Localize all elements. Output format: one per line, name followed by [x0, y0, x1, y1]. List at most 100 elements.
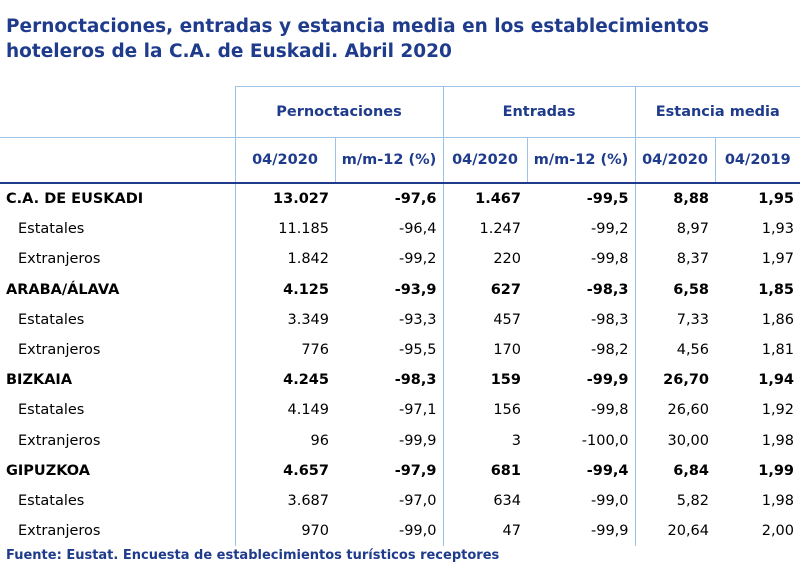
cell: 1,92 [761, 402, 795, 419]
cell: 627 [442, 274, 527, 305]
cell: 47 [442, 516, 527, 547]
table-row: GIPUZKOA 4.657 -97,9 681 -99,4 6,84 1,99 [0, 455, 800, 486]
cell: 170 [442, 334, 527, 366]
table-row: Extranjeros 776 -95,5 170 -98,2 4,56 1,81 [0, 334, 800, 366]
cell: 13.027 [234, 183, 335, 215]
cell: 1,86 [761, 311, 795, 328]
cell: -99,0 [398, 523, 437, 540]
table-row: Extranjeros 1.842 -99,2 220 -99,8 8,37 1,97 [0, 244, 800, 275]
cell: -95,5 [398, 342, 437, 359]
table-row: Estatales 11.185 -96,4 1.247 -99,2 8,97 1,93 [0, 214, 800, 245]
cell: -99,9 [590, 523, 629, 540]
table-body: C.A. DE EUSKADI 13.027 -97,6 1.467 -99,5 8,88… [0, 183, 800, 547]
cell: 30,00 [634, 425, 716, 456]
cell: 457 [442, 304, 527, 335]
cell: 4.657 [234, 455, 335, 486]
column-header: 04/2020 [442, 137, 527, 184]
header-row: Pernoctaciones Entradas Estancia media [0, 86, 800, 138]
cell: 6,58 [634, 274, 716, 305]
cell: 3.349 [234, 304, 335, 335]
subheader-row: 04/2020 m/m-12 (%) 04/2020 m/m-12 (%) 04/202… [0, 137, 800, 184]
cell: 681 [442, 455, 527, 486]
table-row: Estatales 3.349 -93,3 457 -98,3 7,33 1,86 [0, 304, 800, 335]
cell: -98,2 [590, 342, 629, 359]
row-label: Extranjeros [18, 432, 101, 449]
column-header: 04/2019 [714, 137, 800, 184]
cell: 6,84 [634, 455, 716, 486]
cell: 4.125 [234, 274, 335, 305]
table-row: Estatales 3.687 -97,0 634 -99,0 5,82 1,98 [0, 485, 800, 517]
cell: 26,70 [634, 365, 716, 396]
row-label: Estatales [18, 311, 85, 328]
table-row: Estatales 4.149 -97,1 156 -99,8 26,60 1,92 [0, 395, 800, 426]
row-label: Estatales [18, 402, 85, 419]
table-row: BIZKAIA 4.245 -98,3 159 -99,9 26,70 1,94 [0, 365, 800, 396]
cell: -93,3 [398, 311, 437, 328]
cell: -99,5 [586, 191, 629, 208]
group-header: Estancia media [634, 86, 800, 138]
cell: -99,0 [590, 492, 629, 509]
row-label: Extranjeros [18, 251, 101, 268]
column-header: m/m-12 (%) [526, 137, 636, 184]
cell: 1,98 [761, 432, 795, 449]
row-label: C.A. DE EUSKADI [6, 191, 144, 208]
table-row: ARABA/ÁLAVA 4.125 -93,9 627 -98,3 6,58 1,85 [0, 274, 800, 305]
cell: 7,33 [634, 304, 716, 335]
cell: -97,1 [398, 402, 437, 419]
cell: -98,3 [586, 281, 629, 298]
cell: -100,0 [581, 432, 629, 449]
cell: 1.247 [442, 214, 527, 245]
cell: 20,64 [634, 516, 716, 547]
cell: 3.687 [234, 485, 335, 517]
cell: -99,8 [590, 402, 629, 419]
row-label: BIZKAIA [6, 372, 73, 389]
cell: -99,2 [590, 221, 629, 238]
cell: 1,99 [758, 462, 795, 479]
cell: 8,88 [634, 183, 716, 215]
cell: 1,97 [761, 251, 795, 268]
cell: 1.842 [234, 244, 335, 275]
table-row: Extranjeros 970 -99,0 47 -99,9 20,64 2,00 [0, 516, 800, 547]
group-header: Pernoctaciones [234, 86, 443, 138]
cell: -99,4 [586, 462, 629, 479]
column-header: 04/2020 [634, 137, 716, 184]
cell: -93,9 [394, 281, 437, 298]
row-label: Estatales [18, 492, 85, 509]
cell: 1,94 [758, 372, 795, 389]
cell: 1,81 [761, 342, 795, 359]
table-row: Extranjeros 96 -99,9 3 -100,0 30,00 1,98 [0, 425, 800, 456]
cell: 4,56 [634, 334, 716, 366]
row-label: ARABA/ÁLAVA [6, 281, 120, 298]
group-header: Entradas [442, 86, 636, 138]
cell: -99,2 [398, 251, 437, 268]
column-header: m/m-12 (%) [334, 137, 443, 184]
cell: 8,97 [634, 214, 716, 245]
title: Pernoctaciones, entradas y estancia medi… [6, 16, 709, 62]
cell: 3 [442, 425, 527, 456]
cell: 8,37 [634, 244, 716, 275]
row-label: GIPUZKOA [6, 462, 90, 479]
row-label: Estatales [18, 221, 85, 238]
cell: 156 [442, 395, 527, 426]
cell: 96 [234, 425, 335, 456]
cell: 1,93 [761, 221, 795, 238]
cell: -96,4 [398, 221, 437, 238]
cell: 2,00 [761, 523, 795, 540]
cell: 4.149 [234, 395, 335, 426]
cell: 1,98 [761, 492, 795, 509]
column-header: 04/2020 [234, 137, 335, 184]
cell: -97,6 [394, 191, 437, 208]
cell: 26,60 [634, 395, 716, 426]
cell: 970 [234, 516, 335, 547]
cell: -99,8 [590, 251, 629, 268]
cell: 776 [234, 334, 335, 366]
cell: 1.467 [442, 183, 527, 215]
cell: -97,0 [398, 492, 437, 509]
cell: -98,3 [590, 311, 629, 328]
cell: -97,9 [394, 462, 437, 479]
cell: 1,95 [758, 191, 795, 208]
row-label: Extranjeros [18, 342, 101, 359]
cell: 1,85 [758, 281, 795, 298]
cell: 634 [442, 485, 527, 517]
